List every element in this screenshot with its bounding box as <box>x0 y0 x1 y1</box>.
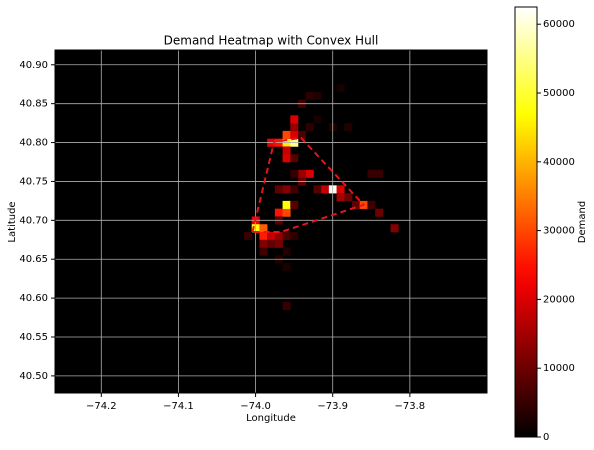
heat-cell <box>313 185 322 194</box>
heat-cell <box>259 232 268 241</box>
heat-cell <box>282 232 291 241</box>
heat-cell <box>375 169 384 178</box>
heat-cell <box>336 84 345 93</box>
heat-cell <box>282 200 291 209</box>
heat-cell <box>298 130 307 139</box>
heat-cell <box>305 92 314 101</box>
heat-cell <box>344 123 353 132</box>
heat-cell <box>344 193 353 202</box>
heat-cell <box>282 263 291 272</box>
heat-cell <box>290 185 299 194</box>
y-tick-label: 40.90 <box>19 60 48 71</box>
y-tick-label: 40.70 <box>19 215 48 226</box>
heat-cell <box>282 154 291 163</box>
x-tick-label: −74.0 <box>240 401 271 412</box>
heat-cell <box>290 130 299 139</box>
heat-cell <box>282 302 291 311</box>
y-tick-label: 40.50 <box>19 371 48 382</box>
heat-cell <box>290 169 299 178</box>
heat-cell <box>290 232 299 241</box>
colorbar-tick-label: 60000 <box>543 19 575 30</box>
heat-cell <box>282 146 291 155</box>
heat-cell <box>290 123 299 132</box>
heat-cell <box>352 200 361 209</box>
heat-cell <box>282 130 291 139</box>
colorbar-label: Demand <box>577 201 588 243</box>
colorbar-tick-label: 10000 <box>543 363 575 374</box>
heat-cell <box>274 185 283 194</box>
heat-cell <box>274 232 283 241</box>
y-tick-label: 40.85 <box>19 99 48 110</box>
colorbar-tick-label: 0 <box>543 432 549 443</box>
colorbar-tick-label: 50000 <box>543 88 575 99</box>
plot-frame <box>54 49 488 394</box>
colorbar-tick-label: 40000 <box>543 157 575 168</box>
y-tick-label: 40.55 <box>19 332 48 343</box>
heat-cell <box>390 224 399 233</box>
y-axis-label: Latitude <box>7 201 18 242</box>
heat-cell <box>321 185 330 194</box>
heat-cell <box>267 239 276 248</box>
chart-title: Demand Heatmap with Convex Hull <box>164 34 379 48</box>
heat-cell <box>336 185 345 194</box>
heat-cell <box>259 239 268 248</box>
heat-cell <box>274 239 283 248</box>
y-tick-label: 40.80 <box>19 138 48 149</box>
heat-cell <box>290 154 299 163</box>
y-tick-label: 40.60 <box>19 293 48 304</box>
plot-background <box>55 50 487 393</box>
heat-cell <box>305 169 314 178</box>
heat-cell <box>282 208 291 217</box>
heat-cell <box>313 92 322 101</box>
heat-cell <box>267 232 276 241</box>
heat-cell <box>336 193 345 202</box>
heat-cell <box>367 200 376 209</box>
heat-cell <box>305 123 314 132</box>
heat-cell <box>274 208 283 217</box>
heat-cell <box>298 169 307 178</box>
colorbar <box>514 6 538 438</box>
heat-cell <box>290 200 299 209</box>
heat-cell <box>282 185 291 194</box>
heat-cell <box>313 115 322 124</box>
x-tick-label: −74.2 <box>86 401 117 412</box>
x-tick-label: −73.9 <box>317 401 348 412</box>
x-tick-label: −73.8 <box>395 401 426 412</box>
heat-cell <box>259 247 268 256</box>
convex-hull <box>251 136 366 233</box>
x-axis-label: Longitude <box>246 413 296 424</box>
colorbar-tick-label: 30000 <box>543 226 575 237</box>
heat-cell <box>282 247 291 256</box>
heat-cell <box>290 115 299 124</box>
heat-cell <box>259 224 268 233</box>
y-tick-label: 40.65 <box>19 254 48 265</box>
heat-cell <box>375 208 384 217</box>
heat-cell <box>244 232 253 241</box>
y-tick-label: 40.75 <box>19 176 48 187</box>
heat-cell <box>367 169 376 178</box>
colorbar-tick-label: 20000 <box>543 294 575 305</box>
x-tick-label: −74.1 <box>163 401 194 412</box>
